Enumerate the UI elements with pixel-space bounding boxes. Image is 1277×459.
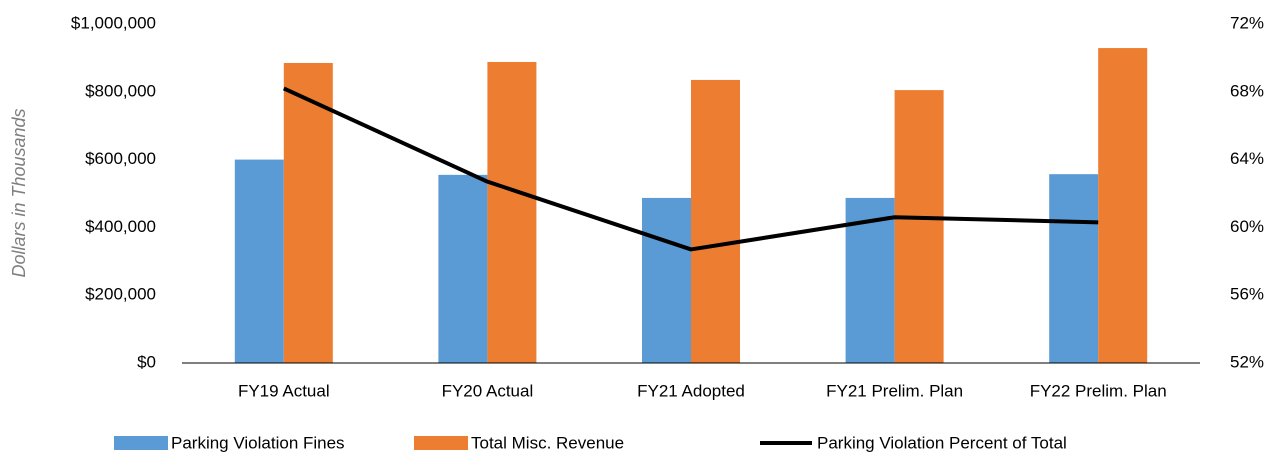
x-tick-label: FY19 Actual (238, 381, 330, 400)
bar (642, 197, 691, 363)
legend-swatch (114, 436, 168, 450)
y-tick-label: $200,000 (85, 285, 156, 304)
bar (1049, 174, 1099, 363)
bar (438, 174, 488, 363)
x-tick-label: FY22 Prelim. Plan (1030, 381, 1167, 400)
bar (283, 62, 333, 364)
bar (234, 159, 284, 363)
y-tick-label: $1,000,000 (71, 13, 156, 32)
y2-tick-label: 64% (1230, 149, 1264, 168)
x-tick-label: FY21 Prelim. Plan (826, 381, 963, 400)
y-tick-label: $400,000 (85, 217, 156, 236)
y-tick-label: $0 (137, 352, 156, 371)
legend-label: Parking Violation Fines (171, 433, 345, 452)
x-tick-label: FY21 Adopted (637, 381, 745, 400)
y2-tick-label: 60% (1230, 217, 1264, 236)
legend-label: Parking Violation Percent of Total (817, 433, 1067, 452)
bar (894, 90, 944, 363)
y2-tick-label: 72% (1230, 13, 1264, 32)
legend-swatch (414, 436, 468, 450)
bar (1098, 48, 1148, 363)
y2-tick-label: 52% (1230, 352, 1264, 371)
y-axis-label: Dollars in Thousands (9, 108, 29, 277)
bar (487, 61, 537, 364)
y2-tick-label: 56% (1230, 285, 1264, 304)
y-tick-label: $800,000 (85, 81, 156, 100)
y-tick-label: $600,000 (85, 149, 156, 168)
x-tick-label: FY20 Actual (442, 381, 534, 400)
bar (691, 79, 740, 363)
line (282, 86, 1099, 252)
legend-label: Total Misc. Revenue (471, 433, 624, 452)
y2-tick-label: 68% (1230, 81, 1264, 100)
